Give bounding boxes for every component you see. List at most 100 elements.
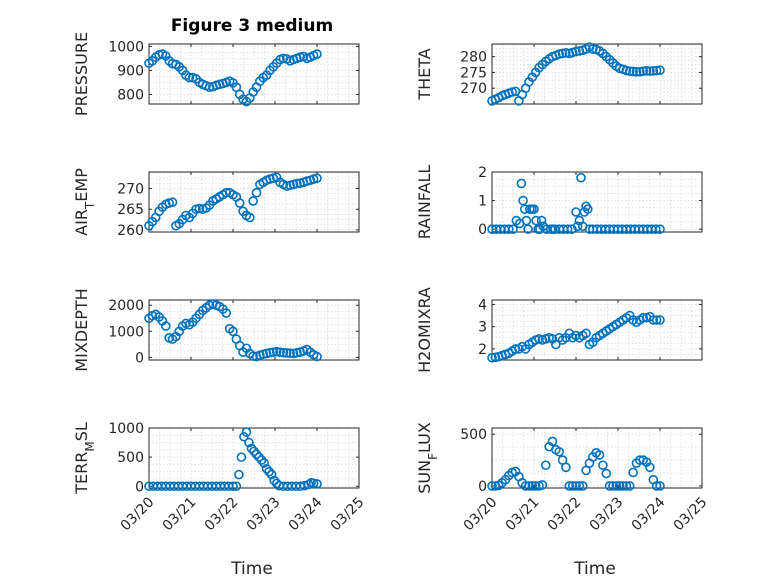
data-point xyxy=(239,431,249,442)
data-point xyxy=(601,468,612,479)
data-point xyxy=(582,204,593,214)
data-point xyxy=(221,308,232,318)
data-point xyxy=(312,479,322,489)
data-point xyxy=(256,455,267,465)
plot-box xyxy=(491,427,703,489)
plot-box xyxy=(148,427,360,489)
y-axis-label: MIXDEPTH xyxy=(72,288,91,371)
data-point xyxy=(503,224,514,234)
data-point xyxy=(648,66,659,76)
data-point xyxy=(651,65,662,76)
y-tick-label: 4 xyxy=(478,297,487,313)
x-tick-label: 03/21 xyxy=(160,494,200,534)
data-point xyxy=(167,197,178,208)
data-point xyxy=(529,204,539,214)
data-point xyxy=(234,198,245,208)
data-point xyxy=(508,224,518,234)
x-tick-label: 03/23 xyxy=(587,494,627,534)
x-tick-label: 03/25 xyxy=(671,494,711,534)
y-tick-label: 1000 xyxy=(108,421,144,437)
data-point xyxy=(655,224,665,234)
data-point xyxy=(562,224,573,234)
figure-title: Figure 3 medium xyxy=(171,16,333,36)
data-point xyxy=(487,481,497,491)
data-point xyxy=(292,347,302,358)
data-point xyxy=(254,452,264,462)
data-point xyxy=(521,215,532,226)
data-point xyxy=(228,326,238,337)
data-point xyxy=(594,450,605,460)
data-point xyxy=(161,321,171,331)
y-axis-label: PRESSURE xyxy=(72,32,91,116)
data-point xyxy=(285,348,295,359)
data-point xyxy=(655,65,665,76)
x-tick-label: 03/24 xyxy=(286,494,326,534)
data-point xyxy=(527,481,538,491)
y-tick-label: 265 xyxy=(117,202,144,218)
y-tick-label: 2000 xyxy=(108,298,144,314)
data-point xyxy=(261,463,272,474)
data-point xyxy=(251,187,262,198)
data-point xyxy=(608,481,618,491)
data-point xyxy=(574,481,585,491)
data-point xyxy=(523,224,533,234)
x-tick-label: 03/22 xyxy=(545,494,585,534)
data-point xyxy=(604,481,615,491)
data-point xyxy=(587,44,598,54)
y-tick-label: 1000 xyxy=(108,324,144,340)
y-tick-label: 0 xyxy=(478,479,487,495)
y-tick-label: 280 xyxy=(460,50,487,66)
data-point xyxy=(638,66,649,76)
plot-box xyxy=(491,299,703,361)
data-point xyxy=(278,347,289,358)
y-axis-label: SUNFLUX xyxy=(415,422,440,494)
data-point xyxy=(531,215,541,226)
subplot-h2omixra: 2 3 4 H2OMIXRA xyxy=(415,287,703,373)
data-point xyxy=(536,215,547,226)
subplot-pressure: 800 900 1000 PRESSURE xyxy=(72,32,360,116)
y-tick-label: 1 xyxy=(478,194,487,210)
y-tick-label: 0 xyxy=(478,222,487,238)
y-axis-label: RAINFALL xyxy=(415,165,434,240)
data-point xyxy=(537,480,548,490)
data-point xyxy=(231,481,242,492)
y-tick-label: 270 xyxy=(117,182,144,198)
data-point xyxy=(487,352,497,363)
data-point xyxy=(248,196,258,206)
data-point xyxy=(655,315,665,325)
data-point xyxy=(564,481,575,491)
data-point xyxy=(246,443,257,454)
subplot-terr-msl: 0 500 1000 03/20 03/21 03/22 03/23 03/24 03/25 TE… xyxy=(72,421,367,534)
data-point xyxy=(547,436,558,447)
data-point xyxy=(281,348,292,358)
data-point xyxy=(572,221,583,232)
y-tick-label: 270 xyxy=(460,81,487,97)
y-tick-label: 260 xyxy=(117,223,144,239)
y-tick-label: 500 xyxy=(117,450,144,466)
data-point xyxy=(567,481,578,491)
data-point xyxy=(631,66,642,77)
data-point xyxy=(236,452,247,462)
x-tick-label: 03/20 xyxy=(461,494,501,534)
subplot-sun-flux: 0 500 03/20 03/21 03/22 03/23 03/24 03/25 SUNFLU… xyxy=(415,422,710,534)
data-point xyxy=(184,72,195,83)
data-point xyxy=(268,347,279,357)
data-point xyxy=(519,204,530,214)
data-point xyxy=(624,481,635,491)
data-point xyxy=(638,312,649,323)
subplot-mixdepth: 0 1000 2000 MIXDEPTH xyxy=(72,288,360,372)
x-axis-label-right: Time xyxy=(573,559,616,579)
y-tick-label: 800 xyxy=(117,87,144,103)
data-point xyxy=(624,66,635,76)
data-point xyxy=(520,481,531,491)
y-axis-label: H2OMIXRA xyxy=(415,287,434,373)
x-tick-label: 03/23 xyxy=(244,494,284,534)
data-point xyxy=(645,66,655,76)
data-point xyxy=(259,458,269,468)
y-axis-label: AIRTEMP xyxy=(72,168,97,236)
data-point xyxy=(628,66,638,77)
data-point xyxy=(611,481,622,491)
